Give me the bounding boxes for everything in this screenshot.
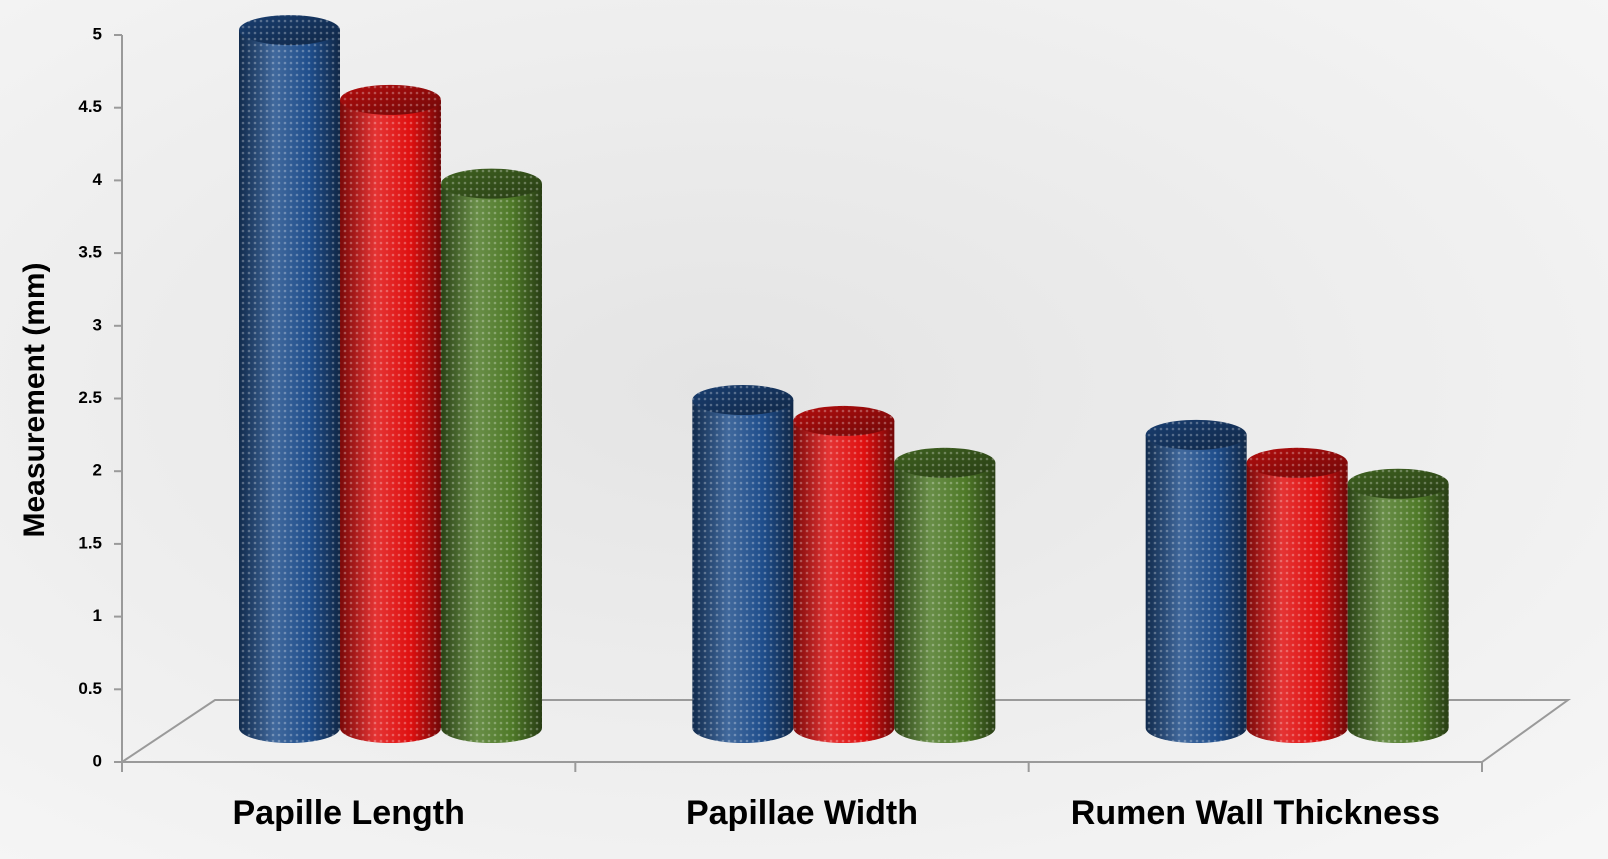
bar-texture (340, 99, 441, 743)
y-axis-label: Measurement (mm) (18, 262, 51, 537)
y-tick-label: 0 (93, 751, 102, 770)
bar-top-texture (239, 15, 340, 46)
bar-texture (239, 30, 340, 744)
x-tick-label: Papille Length (232, 794, 464, 832)
bar-top-texture (1347, 468, 1449, 499)
bar-top-texture (340, 84, 441, 115)
bar-texture (1347, 483, 1449, 744)
y-tick-label: 2 (93, 461, 102, 480)
y-tick-label: 1.5 (78, 533, 102, 552)
bar-top-texture (1145, 419, 1247, 450)
y-tick-label: 5 (93, 24, 102, 43)
y-tick-label: 4 (93, 170, 103, 189)
y-tick-label: 4.5 (78, 97, 102, 116)
bar-texture (440, 183, 542, 744)
bar-texture (793, 420, 895, 744)
y-tick-label: 3 (93, 315, 102, 334)
y-tick-label: 0.5 (78, 679, 102, 698)
y-tick-label: 1 (93, 606, 102, 625)
x-tick-label: Rumen Wall Thickness (1071, 794, 1440, 832)
bar-texture (1246, 462, 1348, 744)
bar-texture (692, 399, 794, 744)
y-tick-label: 3.5 (78, 243, 102, 262)
bar-texture (1145, 434, 1247, 744)
bar-top-texture (894, 447, 996, 478)
bar-top-texture (692, 384, 794, 415)
bar-top-texture (793, 405, 895, 436)
x-tick-label: Papillae Width (686, 794, 918, 832)
bar-top-texture (441, 168, 542, 199)
y-tick-label: 2.5 (78, 388, 102, 407)
bar-top-texture (1246, 447, 1348, 478)
bar-texture (894, 462, 996, 744)
